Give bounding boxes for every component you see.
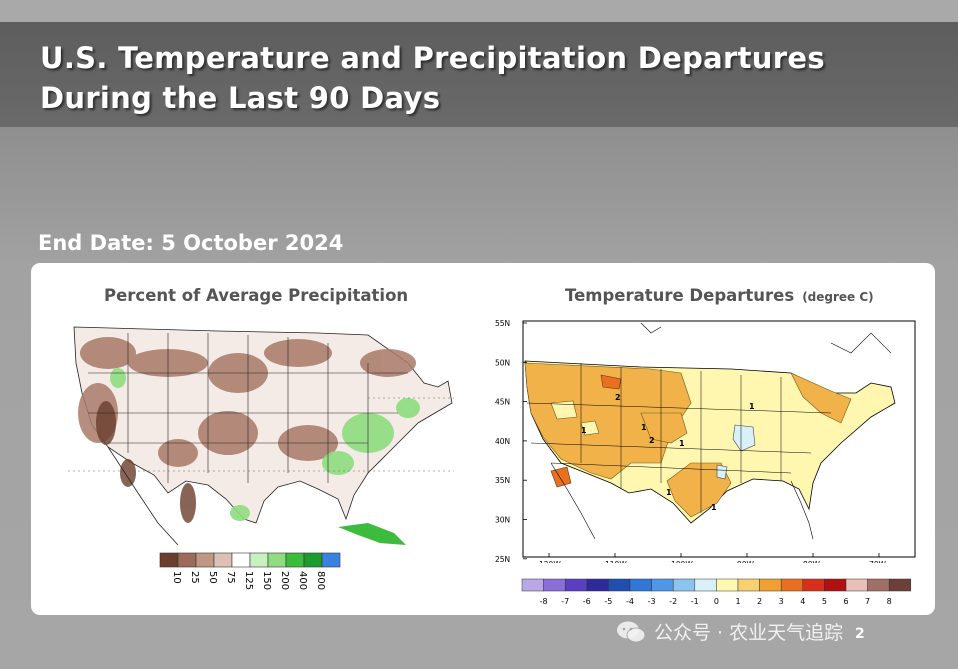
temp-legend-label: 6 <box>843 597 848 606</box>
temp-legend-swatch <box>824 578 847 592</box>
temp-legend-swatch <box>802 578 825 592</box>
temp-contour-label: 2 <box>649 436 655 445</box>
page-number: 2 <box>855 626 865 642</box>
temp-lon-label: 70W <box>869 560 887 563</box>
precip-legend-swatch <box>321 552 341 568</box>
precip-legend-swatch <box>285 552 305 568</box>
temp-legend-swatch <box>586 578 609 592</box>
temp-lon-label: 110W <box>605 560 627 563</box>
temp-map-title-text: Temperature Departures <box>565 286 795 305</box>
temp-lon-label: 120W <box>539 560 561 563</box>
temp-contour-label: 1 <box>711 503 717 512</box>
precip-legend-label: 400 <box>297 571 308 590</box>
temp-legend: -8 -7 -6 -5 -4 -3 -2 -1 0 1 2 3 4 5 6 7 8 <box>521 578 912 606</box>
temp-legend-label: 2 <box>757 597 762 606</box>
precip-cuba <box>338 523 406 545</box>
temp-legend-label: 8 <box>887 597 892 606</box>
temp-legend-label: 1 <box>735 597 740 606</box>
temp-map-title: Temperature Departures (degree C) <box>565 286 874 305</box>
temp-legend-swatch <box>672 578 696 592</box>
temp-contour-label: 1 <box>749 402 755 411</box>
temp-lat-label: 25N <box>495 555 510 563</box>
temp-legend-swatch <box>521 578 544 592</box>
temp-legend-swatch <box>867 578 890 592</box>
precip-legend-swatch <box>303 552 323 568</box>
temp-lon-label: 100W <box>671 560 693 563</box>
temp-contour-label: 1 <box>581 426 587 435</box>
precip-legend-swatch <box>213 552 233 568</box>
precip-legend-label: 25 <box>189 571 200 584</box>
temp-legend-swatch <box>845 578 868 592</box>
precip-legend-label: 125 <box>243 571 254 590</box>
precip-legend-label: 150 <box>261 571 272 590</box>
wechat-icon <box>617 621 646 642</box>
temp-legend-label: -3 <box>648 597 656 606</box>
temp-legend-label: -2 <box>669 597 677 606</box>
top-strip <box>0 0 958 22</box>
temp-lat-label: 40N <box>495 437 510 446</box>
temp-contour-label: 1 <box>679 439 685 448</box>
temp-legend-label: -7 <box>561 597 569 606</box>
precip-legend-swatch <box>195 552 215 568</box>
temp-legend-swatch <box>780 578 804 592</box>
temp-lon-labels: 120W 110W 100W 90W 80W 70W <box>539 553 887 563</box>
temp-legend-label: -8 <box>540 597 548 606</box>
temp-lat-label: 35N <box>495 476 510 485</box>
temp-legend-label: 4 <box>800 597 805 606</box>
precip-map <box>68 323 454 549</box>
temp-legend-label: 5 <box>822 597 827 606</box>
watermark: 公众号 · 农业天气追踪 <box>616 618 843 645</box>
precip-legend-swatch <box>267 552 287 568</box>
precip-legend-label: 10 <box>171 571 182 584</box>
temp-contour-label: 1 <box>641 423 647 432</box>
watermark-text: 公众号 · 农业天气追踪 <box>654 622 844 644</box>
temp-lon-label: 80W <box>803 560 821 563</box>
temp-legend-label: -5 <box>604 597 612 606</box>
temp-contour-label: 2 <box>615 393 621 402</box>
precip-legend-swatch <box>249 552 269 568</box>
slide-title: U.S. Temperature and Precipitation Depar… <box>40 41 825 115</box>
temp-legend-swatch <box>737 578 760 592</box>
temp-map: 55N 50N 45N 40N 35N 30N 25N 120W 110W 100W 90W 80W… <box>495 319 916 563</box>
temp-legend-swatch <box>564 578 588 592</box>
temp-legend-swatch <box>651 578 674 592</box>
temp-legend-swatch <box>543 578 566 592</box>
precip-legend-label: 800 <box>315 571 326 590</box>
precip-legend-label: 75 <box>225 571 236 584</box>
temp-contour-label: 1 <box>666 488 672 497</box>
temp-legend-label: 3 <box>779 597 784 606</box>
temp-legend-swatch <box>716 578 739 592</box>
temp-legend-swatch <box>608 578 631 592</box>
temp-legend-label: -6 <box>583 597 591 606</box>
temp-legend-swatch <box>629 578 652 592</box>
precip-legend: 10 25 50 75 125 150 200 400 800 <box>159 552 341 590</box>
end-date-label: End Date: 5 October 2024 <box>38 231 344 255</box>
temp-lat-label: 45N <box>495 398 510 407</box>
precip-legend-label: 200 <box>279 571 290 590</box>
temp-legend-swatch <box>759 578 782 592</box>
temp-legend-label: -1 <box>691 597 699 606</box>
temp-lat-labels: 55N 50N 45N 40N 35N 30N 25N <box>495 319 527 563</box>
temp-lat-label: 50N <box>495 358 510 367</box>
precip-legend-swatch <box>159 552 179 568</box>
temp-legend-label: 0 <box>714 597 719 606</box>
temp-legend-label: 7 <box>865 597 870 606</box>
precip-legend-swatch <box>231 552 251 568</box>
temp-legend-swatch <box>694 578 717 592</box>
maps-panel: Percent of Average Precipitation Tempera… <box>31 263 935 615</box>
temp-lon-label: 90W <box>737 560 755 563</box>
temp-lat-label: 55N <box>495 319 510 328</box>
precip-legend-swatch <box>177 552 197 568</box>
temp-map-unit: (degree C) <box>802 290 874 304</box>
temp-legend-label: -4 <box>626 597 634 606</box>
temp-lat-label: 30N <box>495 516 510 525</box>
precip-legend-label: 50 <box>207 571 218 584</box>
temp-legend-swatch <box>888 578 912 592</box>
title-band <box>0 22 958 127</box>
precip-map-title: Percent of Average Precipitation <box>104 286 409 305</box>
